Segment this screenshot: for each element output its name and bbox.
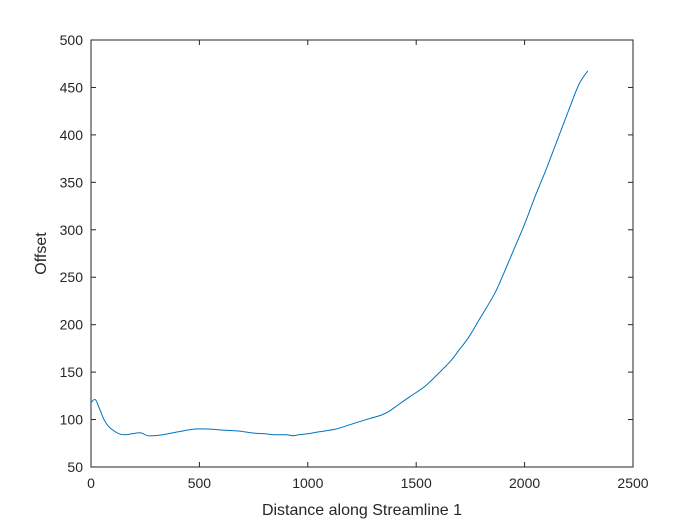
x-tick-label: 0 xyxy=(87,475,95,491)
series-line xyxy=(90,70,588,437)
plot-area xyxy=(90,39,634,468)
x-axis-label: Distance along Streamline 1 xyxy=(262,502,462,519)
y-tick-label: 350 xyxy=(60,174,84,190)
x-tick-label: 2500 xyxy=(617,475,648,491)
x-tick-label: 1000 xyxy=(292,475,323,491)
x-axis-ticks: 0 500 1000 1500 2000 2500 xyxy=(87,40,649,491)
y-tick-label: 200 xyxy=(60,317,84,333)
x-tick-label: 1500 xyxy=(401,475,432,491)
y-tick-label: 400 xyxy=(60,127,84,143)
y-tick-label: 450 xyxy=(60,79,84,95)
y-axis-ticks: 50 100 150 200 250 300 350 400 450 500 xyxy=(60,32,633,475)
x-tick-label: 500 xyxy=(188,475,212,491)
y-tick-label: 50 xyxy=(67,459,83,475)
y-axis-label: Offset xyxy=(33,232,50,275)
y-tick-label: 500 xyxy=(60,32,84,48)
y-tick-label: 250 xyxy=(60,269,84,285)
x-tick-label: 2000 xyxy=(509,475,540,491)
y-tick-label: 300 xyxy=(60,222,84,238)
y-tick-label: 150 xyxy=(60,364,84,380)
y-tick-label: 100 xyxy=(60,412,84,428)
